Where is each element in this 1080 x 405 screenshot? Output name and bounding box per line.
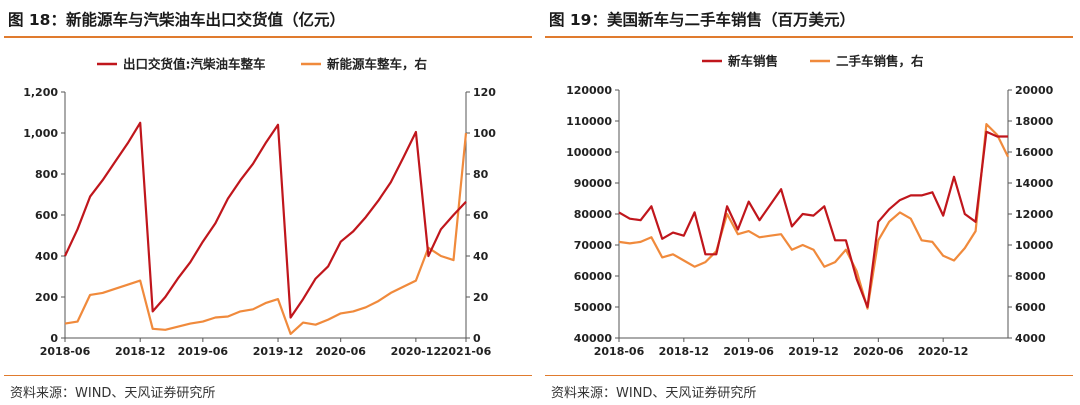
x-tick-label: 2021-06 <box>441 345 492 358</box>
x-tick-label: 2020-06 <box>315 345 366 358</box>
left-y-tick-label: 100000 <box>566 146 612 159</box>
left-y-tick-label: 1,000 <box>23 127 58 140</box>
export-value-chart: 0 200 400 600 800 1,000 1,200 0 20 40 60 80 100 120 20… <box>23 57 496 359</box>
source-rule <box>4 375 532 376</box>
figure-title: 图 18：新能源车与汽柴油车出口交货值（亿元） <box>8 11 345 29</box>
x-tick-label: 2020-12 <box>391 345 442 358</box>
right-y-tick-label: 20 <box>473 291 489 304</box>
us-car-sales-chart: 40000 50000 60000 70000 80000 90000 100000 1100… <box>566 54 1054 359</box>
left-y-tick-label: 110000 <box>566 115 612 128</box>
source-note: 资料来源：WIND、天风证券研究所 <box>10 386 216 401</box>
left-y-tick-label: 90000 <box>574 177 613 190</box>
x-tick-label: 2019-12 <box>253 345 304 358</box>
right-y-tick-label: 8000 <box>1015 270 1046 283</box>
right-y-tick-label: 14000 <box>1015 177 1054 190</box>
left-y-tick-label: 200 <box>35 291 58 304</box>
right-y-tick-label: 10000 <box>1015 239 1054 252</box>
source-note: 资料来源：WIND、天风证券研究所 <box>551 386 757 401</box>
source-rule <box>545 375 1073 376</box>
left-y-tick-label: 40000 <box>574 332 613 345</box>
right-figure-panel: 图 19：美国新车与二手车销售（百万美元） 40000 50000 60000 700… <box>545 0 1077 405</box>
x-tick-label: 2019-12 <box>788 345 839 358</box>
left-y-tick-label: 60000 <box>574 270 613 283</box>
left-y-tick-label: 0 <box>50 332 58 345</box>
right-y-tick-label: 12000 <box>1015 208 1054 221</box>
right-y-tick-label: 16000 <box>1015 146 1054 159</box>
figure-title: 图 19：美国新车与二手车销售（百万美元） <box>549 11 855 29</box>
right-y-tick-label: 4000 <box>1015 332 1046 345</box>
x-tick-label: 2018-12 <box>659 345 710 358</box>
x-tick-label: 2018-06 <box>40 345 91 358</box>
x-tick-label: 2019-06 <box>178 345 229 358</box>
right-y-tick-label: 20000 <box>1015 84 1054 97</box>
series-line-right-axis <box>64 132 468 335</box>
legend-label: 新能源车整车，右 <box>327 57 427 72</box>
right-y-tick-label: 6000 <box>1015 301 1046 314</box>
left-y-tick-label: 50000 <box>574 301 613 314</box>
x-tick-label: 2018-12 <box>115 345 166 358</box>
series-line-right-axis <box>618 122 1009 310</box>
x-tick-label: 2018-06 <box>594 345 645 358</box>
x-tick-label: 2020-06 <box>853 345 904 358</box>
legend-label: 出口交货值:汽柴油车整车 <box>123 57 266 72</box>
legend-label: 新车销售 <box>728 54 778 69</box>
left-y-tick-label: 600 <box>35 209 58 222</box>
x-tick-label: 2019-06 <box>723 345 774 358</box>
right-y-tick-label: 60 <box>473 209 489 222</box>
left-y-tick-label: 120000 <box>566 84 612 97</box>
right-y-tick-label: 80 <box>473 168 489 181</box>
left-figure-panel: 图 18：新能源车与汽柴油车出口交货值（亿元） 0 200 400 600 800 1,0… <box>4 0 536 405</box>
title-rule <box>4 36 532 38</box>
right-y-tick-label: 40 <box>473 250 489 263</box>
right-y-tick-label: 100 <box>473 127 496 140</box>
x-tick-label: 2020-12 <box>918 345 969 358</box>
right-y-tick-label: 18000 <box>1015 115 1054 128</box>
left-y-tick-label: 800 <box>35 168 58 181</box>
legend-label: 二手车销售，右 <box>836 54 924 69</box>
title-rule <box>545 36 1073 38</box>
left-y-tick-label: 70000 <box>574 239 613 252</box>
right-y-tick-label: 120 <box>473 86 496 99</box>
series-line-left-axis <box>64 121 467 319</box>
left-y-tick-label: 1,200 <box>23 86 58 99</box>
right-y-tick-label: 0 <box>473 332 481 345</box>
series-line-left-axis <box>618 130 1008 309</box>
left-y-tick-label: 400 <box>35 250 58 263</box>
left-y-tick-label: 80000 <box>574 208 613 221</box>
